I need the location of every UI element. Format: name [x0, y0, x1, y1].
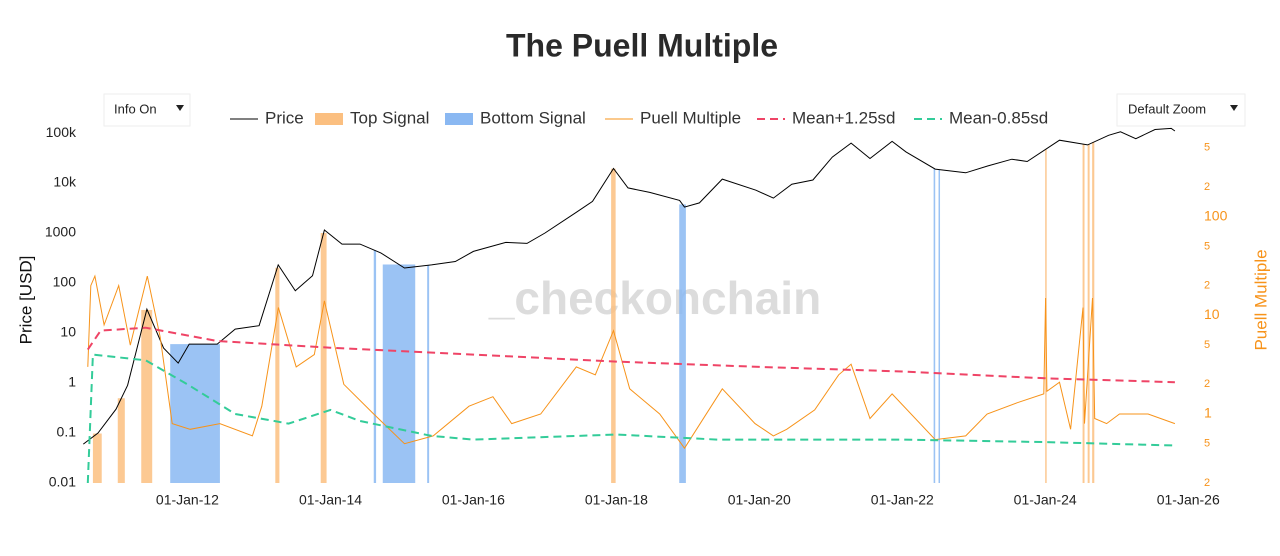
button-box[interactable] — [1116, 93, 1246, 127]
series-line — [87, 274, 1176, 450]
y2-tick-label: 1 — [1204, 405, 1212, 421]
series-line — [86, 326, 1175, 384]
info-button[interactable]: Info On — [103, 93, 191, 127]
x-tick-label: 01-Jan-20 — [728, 492, 791, 508]
signal-band — [933, 168, 936, 483]
x-tick-label: 01-Jan-22 — [871, 492, 934, 508]
y2-tick-label: 2 — [1204, 477, 1210, 489]
signal-band — [92, 433, 102, 483]
x-tick-label: 01-Jan-12 — [156, 492, 219, 508]
signal-band — [320, 232, 327, 483]
button-label[interactable]: Default Zoom — [1128, 101, 1206, 116]
signal-band — [1087, 144, 1090, 483]
x-tick-label: 01-Jan-18 — [585, 492, 648, 508]
series-line — [86, 353, 1175, 484]
signal-band — [275, 267, 280, 483]
x-tick-label: 01-Jan-14 — [299, 492, 362, 508]
y2-axis-title: Puell Multiple — [1251, 249, 1270, 350]
dropdown-arrow[interactable] — [1230, 105, 1238, 111]
y-tick-label: 10k — [53, 174, 77, 190]
signal-band — [427, 265, 430, 483]
chart-title: The Puell Multiple — [506, 27, 778, 63]
signal-band — [679, 204, 686, 484]
legend-label: Mean+1.25sd — [792, 108, 896, 127]
signal-band — [170, 344, 220, 483]
y2-tick-label: 2 — [1204, 181, 1210, 193]
y-tick-label: 1000 — [45, 224, 76, 240]
legend-swatch — [315, 113, 343, 125]
y2-tick-label: 2 — [1204, 280, 1210, 292]
y2-tick-label: 10 — [1204, 306, 1220, 322]
zoom-button[interactable]: Default Zoom — [1116, 93, 1246, 127]
x-tick-label: 01-Jan-16 — [442, 492, 505, 508]
legend-swatch — [445, 113, 473, 125]
button-label[interactable]: Info On — [114, 101, 157, 116]
y-tick-label: 10 — [60, 324, 76, 340]
signal-band — [382, 264, 416, 483]
signal-band — [141, 309, 153, 483]
y-axis-title: Price [USD] — [16, 256, 35, 345]
signal-band — [117, 398, 125, 483]
y2-tick-label: 100 — [1204, 207, 1228, 223]
y2-tick-label: 5 — [1204, 438, 1210, 450]
y-tick-label: 1 — [68, 374, 76, 390]
signal-band — [938, 169, 941, 483]
y2-tick-label: 5 — [1204, 142, 1210, 154]
signal-band — [373, 250, 377, 483]
legend-label: Mean-0.85sd — [949, 108, 1048, 127]
legend-label: Price — [265, 108, 304, 127]
signal-band — [611, 168, 616, 483]
watermark: _checkonchain — [488, 272, 821, 324]
y2-tick-label: 2 — [1204, 378, 1210, 390]
y-tick-label: 100 — [53, 274, 77, 290]
y2-tick-label: 5 — [1204, 240, 1210, 252]
button-box[interactable] — [103, 93, 191, 127]
legend-label: Bottom Signal — [480, 108, 586, 127]
x-tick-label: 01-Jan-24 — [1014, 492, 1077, 508]
y-tick-label: 0.1 — [57, 424, 77, 440]
x-tick-label: 01-Jan-26 — [1157, 492, 1220, 508]
y-tick-label: 0.01 — [49, 474, 76, 490]
dropdown-arrow[interactable] — [176, 105, 184, 111]
legend-label: Top Signal — [350, 108, 429, 127]
y-tick-label: 100k — [46, 124, 77, 140]
y2-tick-label: 5 — [1204, 339, 1210, 351]
legend-label: Puell Multiple — [640, 108, 741, 127]
series-line — [82, 127, 1176, 445]
